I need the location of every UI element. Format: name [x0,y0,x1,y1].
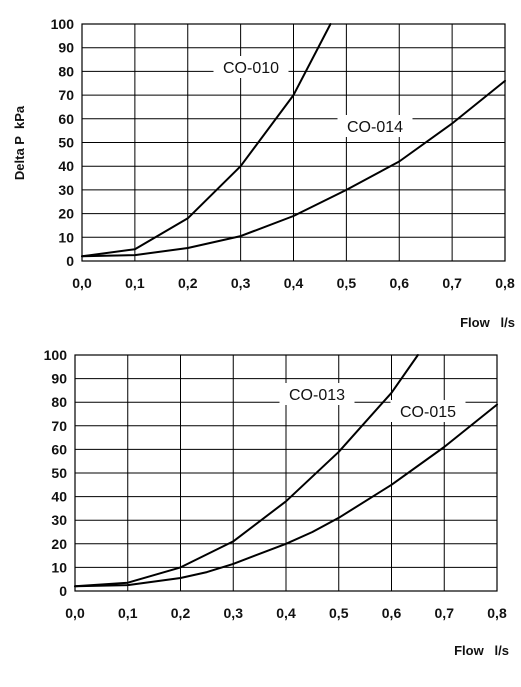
x-tick-label: 0,7 [442,275,462,291]
x-tick-label: 0,7 [435,605,455,621]
x-axis-title: Flow l/s [460,315,515,330]
y-tick-label: 40 [51,489,67,505]
series-label-co-015: CO-015 [400,404,456,421]
series-label-background [279,383,355,405]
x-tick-label: 0,2 [178,275,198,291]
x-tick-label: 0,6 [382,605,402,621]
y-axis-title: Delta P kPa [12,105,27,180]
y-tick-label: 10 [58,229,74,245]
plot-frame [74,354,498,592]
y-tick-label: 70 [51,418,67,434]
x-tick-label: 0,5 [337,275,357,291]
series-label-background [390,400,466,422]
series-line-co-010 [81,23,332,258]
chart-co-010-co-014: 0,0 0,1 0,2 0,3 0,4 0,5 0,6 0,7 0,8 0 10 20 30 40 50 60… [12,16,515,330]
y-tick-label: 100 [44,347,68,363]
series-line-co-015 [74,403,498,588]
y-tick-label: 60 [58,111,74,127]
y-tick-label: 30 [51,512,67,528]
series-label-co-014: CO-014 [347,119,403,136]
x-tick-label: 0,2 [171,605,191,621]
chart-co-013-co-015: 0,0 0,1 0,2 0,3 0,4 0,5 0,6 0,7 0,8 0 10 20 30 40 50 60… [44,347,509,658]
y-tick-label: 100 [51,16,75,32]
plot-frame [81,23,506,262]
series-line-co-013 [74,354,419,588]
x-tick-label: 0,1 [125,275,145,291]
x-tick-label: 0,0 [65,605,85,621]
y-tick-label: 30 [58,182,74,198]
series-label-co-013: CO-013 [289,387,345,404]
x-tick-label: 0,3 [224,605,244,621]
x-tick-label: 0,4 [284,275,304,291]
series-label-background [213,56,289,78]
series-label-background [337,115,413,137]
y-tick-label: 60 [51,441,67,457]
y-tick-label: 0 [59,583,67,599]
x-tick-label: 0,1 [118,605,138,621]
y-tick-label: 20 [51,536,67,552]
y-tick-label: 80 [51,394,67,410]
y-tick-label: 80 [58,63,74,79]
x-axis-title: Flow l/s [454,643,509,658]
x-tick-label: 0,0 [72,275,92,291]
x-tick-label: 0,6 [390,275,410,291]
y-tick-label: 50 [58,135,74,151]
x-tick-label: 0,4 [276,605,296,621]
y-tick-label: 40 [58,158,74,174]
x-tick-label: 0,5 [329,605,349,621]
x-tick-label: 0,3 [231,275,251,291]
y-tick-label: 10 [51,559,67,575]
y-tick-label: 70 [58,87,74,103]
y-tick-label: 50 [51,465,67,481]
series-label-co-010: CO-010 [223,60,279,77]
y-tick-label: 20 [58,206,74,222]
y-tick-label: 90 [58,40,74,56]
y-tick-label: 0 [66,253,74,269]
series-line-co-014 [81,79,506,258]
y-tick-label: 90 [51,371,67,387]
x-tick-label: 0,8 [495,275,515,291]
x-tick-label: 0,8 [487,605,507,621]
